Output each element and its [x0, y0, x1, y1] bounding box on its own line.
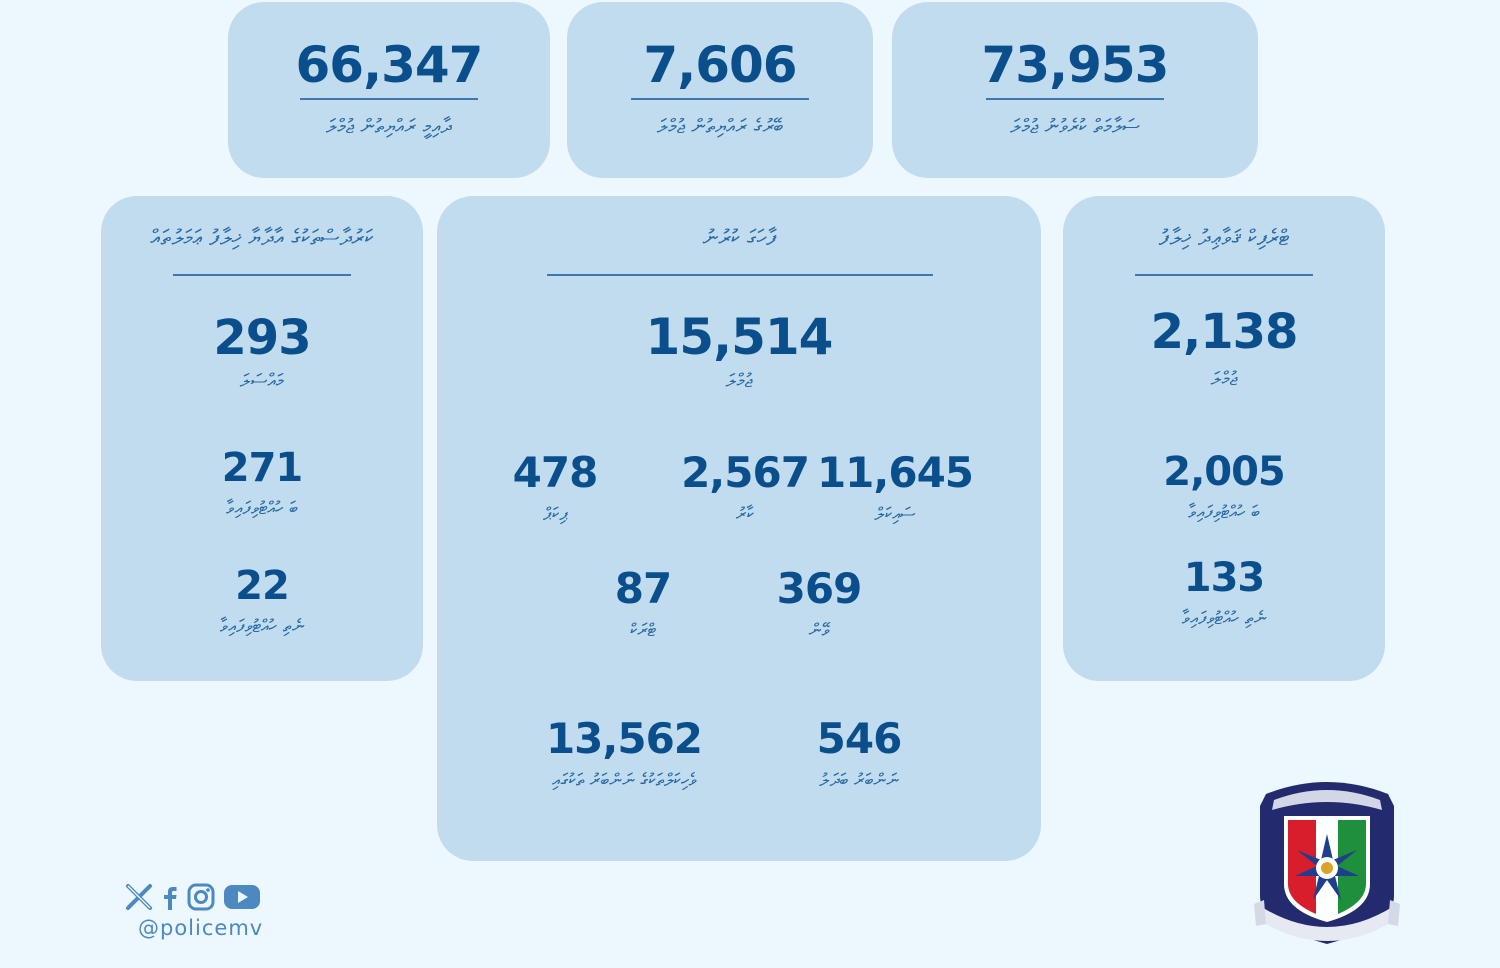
stat-label: ސައިކަލް [874, 504, 916, 525]
divider [173, 274, 351, 276]
right-label-2: ބަ ހުއްޓުވިފައިވާ [1188, 502, 1260, 523]
social-handle: @policemv [138, 916, 264, 940]
right-stats-card: ޓްރެފިކް ޤަވާޢިދު ޚިލާފު 2,138 ޖުމްލަ 2,… [1063, 196, 1385, 681]
social-links: @policemv [124, 880, 264, 940]
x-icon[interactable] [124, 882, 154, 912]
left-value-2: 271 [221, 445, 304, 491]
facebook-icon[interactable] [160, 882, 180, 912]
left-card-heading: ކަރުދާސްތަކުގެ އާދާޔާ ޚިލާފު ޢަމަލުތައް [150, 226, 374, 251]
stat-value: 369 [776, 564, 863, 613]
stat-label: ވެހިކަލްތަކުގެ ނަންބަރު ތަކުގައި [552, 770, 696, 791]
right-main-label: ޖުމްލަ [1210, 368, 1238, 390]
right-value-2: 2,005 [1163, 449, 1286, 495]
divider [547, 274, 933, 276]
international-summary-card: 7,606 ބޭރުގެ ރައްޔިތުން ޖުމްލަ [567, 2, 873, 178]
divider [631, 98, 809, 100]
left-main-label: މައްސަލަ [239, 370, 285, 392]
stat-value: 87 [614, 564, 672, 613]
left-label-2: ބަ ހުއްޓުވިފައިވާ [226, 498, 298, 519]
overall-total-value: 73,953 [981, 36, 1170, 94]
divider [300, 98, 478, 100]
instagram-icon[interactable] [186, 882, 216, 912]
overall-summary-card: 73,953 ސަލާމަތް ކުރެވުނު ޖުމްލަ [892, 2, 1258, 178]
stat-value: 13,562 [545, 714, 703, 763]
left-main-value: 293 [213, 310, 311, 366]
residents-summary-card: 66,347 ދާއިމީ ރައްޔިތުން ޖުމްލަ [228, 2, 550, 178]
right-main-value: 2,138 [1150, 304, 1299, 360]
stat-label: ނަންބަރު ބަދަލު [819, 770, 899, 791]
left-value-3: 22 [235, 563, 290, 609]
divider [986, 98, 1164, 100]
overall-total-label: ސަލާމަތް ކުރެވުނު ޖުމްލަ [1010, 114, 1140, 138]
stat-label: ވޭން [808, 620, 830, 641]
right-card-heading: ޓްރެފިކް ޤަވާޢިދު ޚިލާފު [1158, 226, 1290, 251]
stat-value: 478 [512, 448, 599, 497]
international-total-value: 7,606 [643, 36, 797, 94]
right-label-3: ނެތި ހުއްޓުވިފައިވާ [1181, 608, 1267, 629]
middle-main-label: ޖުމްލަ [725, 370, 753, 392]
international-total-label: ބޭރުގެ ރައްޔިތުން ޖުމްލަ [656, 114, 784, 138]
stat-value: 11,645 [816, 448, 974, 497]
right-value-3: 133 [1183, 555, 1266, 601]
divider [1135, 274, 1313, 276]
middle-card-heading: ފާހަގަ ކުރުނު [702, 226, 776, 251]
stat-value: 2,567 [681, 448, 810, 497]
middle-stats-card: ފާހަގަ ކުރުނު 15,514 ޖުމްލަ 478 ޕިކަޕް 2… [437, 196, 1041, 861]
middle-main-value: 15,514 [645, 308, 834, 366]
stat-label: ޓްރަކް [629, 620, 657, 641]
residents-total-label: ދާއިމީ ރައްޔިތުން ޖުމްލަ [325, 114, 453, 138]
left-stats-card: ކަރުދާސްތަކުގެ އާދާޔާ ޚިލާފު ޢަމަލުތައް … [101, 196, 423, 681]
youtube-icon[interactable] [222, 882, 262, 912]
stat-value: 546 [816, 714, 903, 763]
left-label-3: ނެތި ހުއްޓުވިފައިވާ [219, 616, 305, 637]
stat-label: ޕިކަޕް [543, 504, 567, 525]
residents-total-value: 66,347 [295, 36, 484, 94]
stat-label: ކާރު [735, 504, 755, 525]
police-emblem-logo [1254, 782, 1400, 944]
